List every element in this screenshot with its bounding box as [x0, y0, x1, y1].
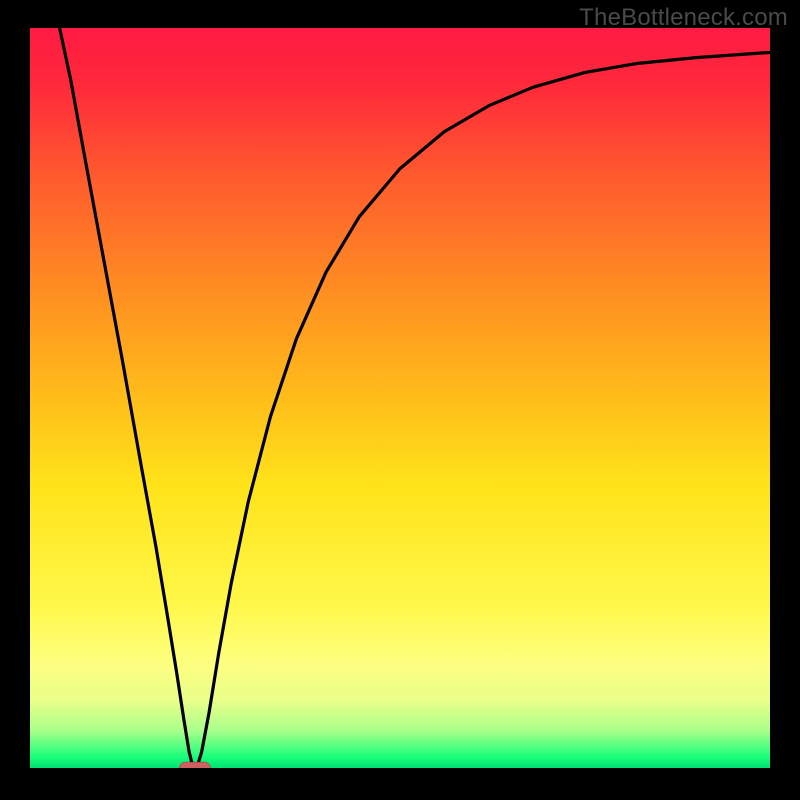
watermark-text: TheBottleneck.com [579, 4, 788, 32]
chart-stage: TheBottleneck.com [0, 0, 800, 800]
watermark-label: TheBottleneck.com [579, 4, 788, 31]
bottleneck-chart [0, 0, 800, 800]
plot-gradient-background [30, 28, 770, 768]
